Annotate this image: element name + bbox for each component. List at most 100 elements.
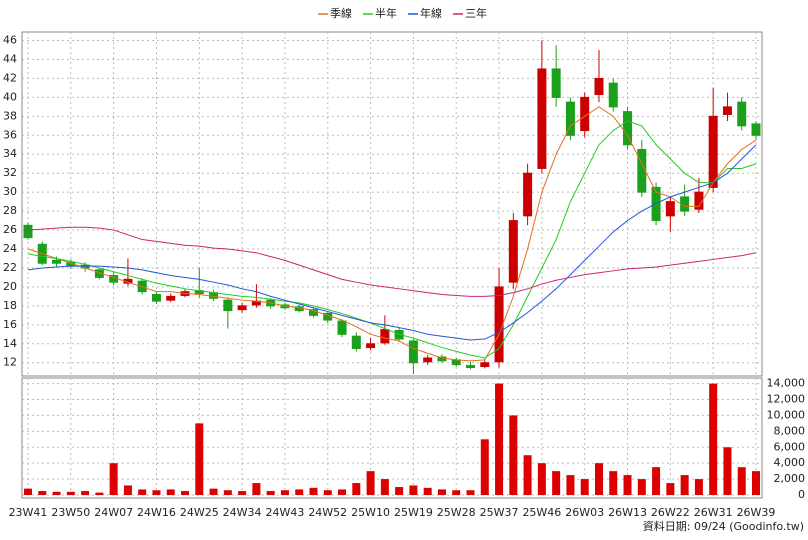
candle-body [423, 357, 433, 363]
volume-bar [395, 487, 404, 495]
volume-bar [152, 490, 161, 495]
volume-bar [666, 483, 675, 495]
volume-bar [594, 463, 603, 495]
volume-bar [338, 489, 347, 495]
volume-bar [309, 487, 318, 495]
x-tick-label: 24W25 [180, 506, 219, 519]
candle-body [594, 77, 604, 96]
y-tick-label: 46 [3, 34, 17, 47]
x-tick-label: 26W13 [608, 506, 647, 519]
volume-bar [680, 475, 689, 495]
candle-body [237, 305, 247, 311]
y-tick-label: 20 [3, 280, 17, 293]
candle-body [466, 365, 476, 368]
volume-tick-label: 6,000 [774, 440, 806, 453]
x-tick-label: 24W07 [94, 506, 133, 519]
volume-tick-label: 14,000 [767, 377, 806, 390]
volume-bar [380, 479, 389, 495]
candle-body [223, 299, 233, 312]
volume-bar [694, 479, 703, 495]
volume-bar [52, 491, 61, 495]
x-tick-label: 24W16 [137, 506, 176, 519]
legend-label: 半年 [375, 6, 397, 20]
volume-tick-label: 0 [798, 488, 805, 501]
candle-body [537, 68, 547, 169]
legend-label: 年線 [420, 6, 442, 20]
candle-body [751, 123, 761, 136]
candle-body [623, 111, 633, 146]
x-tick-label: 24W43 [266, 506, 305, 519]
x-tick-label: 25W46 [522, 506, 561, 519]
volume-bar [452, 490, 461, 495]
volume-bar [652, 467, 661, 495]
volume-bar [95, 492, 104, 495]
candle-body [523, 172, 533, 217]
y-tick-label: 44 [3, 52, 17, 65]
x-tick-label: 25W28 [437, 506, 476, 519]
candle-body [380, 329, 390, 344]
volume-bar [566, 475, 575, 495]
volume-bar [38, 491, 47, 495]
candle-body [166, 295, 176, 301]
y-tick-label: 16 [3, 318, 17, 331]
y-tick-label: 42 [3, 71, 17, 84]
volume-bar [723, 447, 732, 495]
volume-bar [509, 415, 518, 495]
candle-body [565, 101, 575, 136]
candle-body [608, 82, 618, 108]
volume-bar [66, 491, 75, 495]
volume-tick-label: 2,000 [774, 472, 806, 485]
candle-body [665, 201, 675, 217]
volume-bar [437, 489, 446, 495]
y-tick-label: 12 [3, 356, 17, 369]
volume-bar [138, 489, 147, 495]
volume-bar [752, 471, 760, 495]
volume-bar [181, 491, 190, 495]
legend-label: 三年 [465, 6, 487, 20]
candle-body [722, 106, 732, 115]
volume-bar [480, 439, 489, 495]
candle-body [52, 259, 62, 264]
candle-body [508, 220, 518, 283]
volume-bar [466, 490, 475, 495]
y-tick-label: 32 [3, 166, 17, 179]
x-tick-label: 25W10 [351, 506, 390, 519]
y-tick-label: 34 [3, 147, 17, 160]
volume-bar [123, 485, 132, 495]
volume-tick-label: 10,000 [767, 408, 806, 421]
ma-line [27, 106, 757, 362]
price-panel [21, 31, 763, 377]
footer: 資料日期: 09/24 (Goodinfo.tw) [643, 519, 804, 533]
y-tick-label: 28 [3, 204, 17, 217]
volume-panel [21, 377, 763, 499]
volume-bar [623, 475, 632, 495]
volume-bar [352, 483, 361, 495]
volume-bar [580, 479, 589, 495]
volume-tick-label: 8,000 [774, 424, 806, 437]
candle-body [451, 359, 461, 366]
volume-bar [737, 467, 746, 495]
ma-line [27, 144, 757, 341]
candle-body [737, 101, 747, 127]
volume-bar [495, 383, 504, 495]
volume-bar [295, 489, 304, 495]
y-tick-label: 22 [3, 261, 17, 274]
volume-bar [537, 463, 546, 495]
candle-body [351, 335, 361, 350]
volume-bar [166, 489, 175, 495]
candle-body [23, 224, 33, 239]
volume-bar [223, 490, 232, 495]
x-tick-label: 24W52 [308, 506, 347, 519]
volume-bar [709, 383, 718, 495]
y-tick-label: 14 [3, 337, 17, 350]
volume-bar [280, 490, 289, 495]
volume-bar [552, 471, 561, 495]
x-tick-label: 24W34 [223, 506, 262, 519]
y-tick-label: 26 [3, 223, 17, 236]
candle-body [708, 115, 718, 188]
volume-bar [323, 490, 332, 495]
x-tick-label: 26W31 [694, 506, 733, 519]
ma-line [27, 120, 757, 359]
volume-bar [609, 471, 618, 495]
